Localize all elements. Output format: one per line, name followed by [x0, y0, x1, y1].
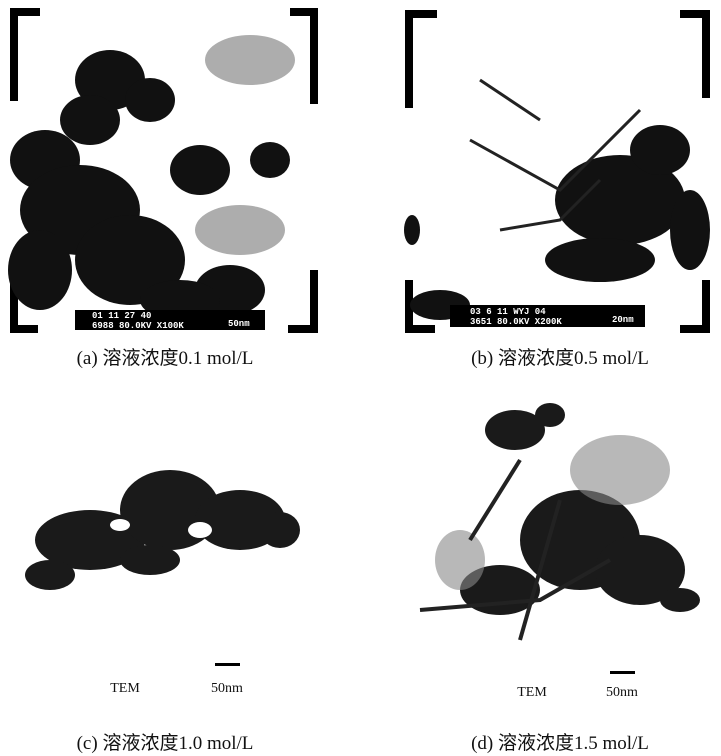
tem-image-c: TEM 50nm: [25, 470, 300, 696]
info-line: 3651 80.0KV X200K: [470, 317, 562, 327]
tem-image-a: 01 11 27 40 6988 80.0KV X100K 50nm: [8, 8, 318, 333]
info-line: 6988 80.0KV X100K: [92, 321, 184, 331]
scale-label: 20nm: [612, 315, 634, 325]
tem-label: TEM: [517, 685, 547, 700]
scale-label: 50nm: [228, 319, 250, 329]
caption: (d) 溶液浓度1.5 mol/L: [471, 732, 649, 754]
caption: (a) 溶液浓度0.1 mol/L: [77, 347, 254, 369]
tem-image-d: TEM 50nm: [420, 403, 700, 700]
scale-label: 50nm: [606, 685, 638, 700]
scale-label: 50nm: [211, 681, 243, 696]
figure: 01 11 27 40 6988 80.0KV X100K 50nm (a) 溶…: [0, 0, 721, 756]
tem-image-b: 03 6 11 WYJ 04 3651 80.0KV X200K 20nm: [404, 10, 710, 333]
caption: (b) 溶液浓度0.5 mol/L: [471, 347, 649, 369]
tem-label: TEM: [110, 681, 140, 696]
info-line: 01 11 27 40: [92, 311, 151, 321]
info-line: 03 6 11 WYJ 04: [470, 307, 546, 317]
caption: (c) 溶液浓度1.0 mol/L: [77, 732, 254, 754]
